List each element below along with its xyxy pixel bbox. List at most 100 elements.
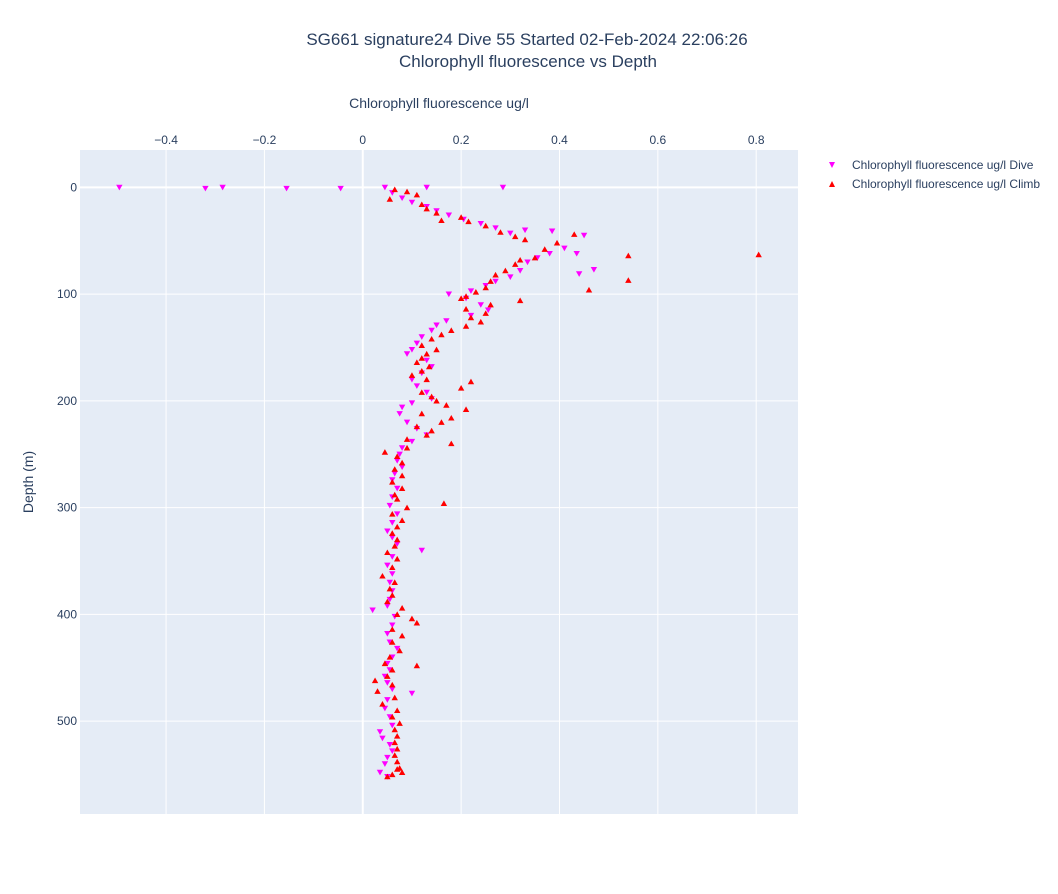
data-point (492, 271, 499, 278)
data-point (433, 346, 440, 353)
data-point (433, 209, 440, 216)
data-point (393, 536, 401, 543)
data-point (445, 212, 453, 219)
data-point (376, 729, 384, 735)
data-point (403, 419, 411, 426)
data-point (507, 274, 514, 281)
data-point (553, 239, 561, 246)
legend-marker-climb (829, 181, 835, 187)
data-point (462, 293, 470, 299)
data-point (393, 523, 401, 530)
data-point (443, 402, 450, 408)
data-point (379, 701, 386, 707)
x-tick-label: 0.6 (649, 133, 666, 147)
data-point (386, 654, 394, 660)
data-point (384, 754, 391, 761)
legend-label-dive: Chlorophyll fluorescence ug/l Dive (852, 158, 1034, 172)
data-point (418, 342, 425, 348)
data-point (389, 681, 396, 688)
data-point (389, 771, 396, 778)
data-point (492, 278, 499, 285)
data-point (585, 286, 593, 293)
legend-marker-dive (829, 162, 835, 168)
x-tick-labels: −0.4 −0.2 0 0.2 0.4 0.6 0.8 (154, 133, 765, 147)
chart-subtitle: Chlorophyll fluorescence vs Depth (399, 52, 657, 71)
data-point (423, 350, 430, 357)
data-point (408, 347, 416, 353)
data-point (457, 214, 465, 220)
data-point (482, 222, 489, 229)
data-point (438, 331, 445, 338)
data-point (384, 773, 391, 780)
grid (80, 150, 798, 814)
legend-item-climb[interactable]: Chlorophyll fluorescence ug/l Climb (829, 177, 1040, 191)
data-point (571, 231, 578, 237)
data-point (462, 406, 470, 413)
data-point (408, 690, 416, 697)
data-point (396, 647, 403, 654)
data-point (433, 397, 440, 404)
data-point (477, 221, 485, 227)
data-point (398, 517, 406, 524)
y-tick-label: 300 (57, 501, 77, 515)
data-point (413, 359, 421, 366)
data-point (448, 327, 455, 334)
data-point (386, 596, 394, 603)
data-point (625, 277, 632, 283)
data-point (379, 735, 386, 742)
data-point (408, 372, 416, 378)
data-point (440, 500, 448, 506)
data-point (389, 530, 396, 536)
data-point (398, 604, 406, 611)
data-point (386, 579, 394, 586)
data-point (384, 562, 391, 569)
data-point (413, 340, 421, 347)
data-point (393, 766, 401, 772)
data-point (396, 451, 403, 458)
data-point (467, 288, 475, 294)
data-points (116, 184, 762, 780)
data-point (484, 307, 492, 314)
data-point (512, 233, 519, 240)
data-point (393, 485, 401, 492)
data-point (531, 254, 539, 261)
data-point (755, 251, 762, 258)
data-point (413, 383, 421, 389)
data-point (575, 271, 583, 277)
data-point (393, 541, 401, 547)
data-point (393, 745, 401, 752)
data-point (386, 585, 394, 592)
y-tick-label: 500 (57, 714, 77, 728)
data-point (580, 232, 588, 239)
data-point (408, 615, 416, 622)
data-point (379, 572, 386, 579)
data-point (487, 278, 494, 284)
data-point (396, 720, 403, 726)
data-point (374, 688, 381, 694)
data-point (507, 230, 514, 237)
data-point (393, 611, 401, 617)
data-point (389, 666, 396, 673)
data-point (403, 504, 411, 511)
data-point (590, 266, 598, 273)
data-point (202, 185, 209, 192)
y-tick-label: 100 (57, 287, 77, 301)
data-point (457, 385, 465, 391)
data-point (389, 686, 396, 693)
x-tick-label: 0.8 (748, 133, 765, 147)
x-tick-label: 0.4 (551, 133, 568, 147)
data-point (465, 218, 472, 225)
data-point (428, 327, 435, 334)
data-point (384, 680, 391, 686)
y-tick-labels: 0 100 200 300 400 500 (57, 180, 77, 728)
data-point (398, 404, 406, 411)
data-point (521, 227, 529, 234)
data-point (393, 496, 401, 502)
data-point (369, 607, 376, 614)
legend-item-dive[interactable]: Chlorophyll fluorescence ug/l Dive (829, 158, 1034, 172)
data-point (384, 673, 391, 679)
data-point (423, 432, 430, 438)
data-point (462, 306, 470, 312)
data-point (418, 389, 425, 395)
data-point (391, 752, 398, 758)
